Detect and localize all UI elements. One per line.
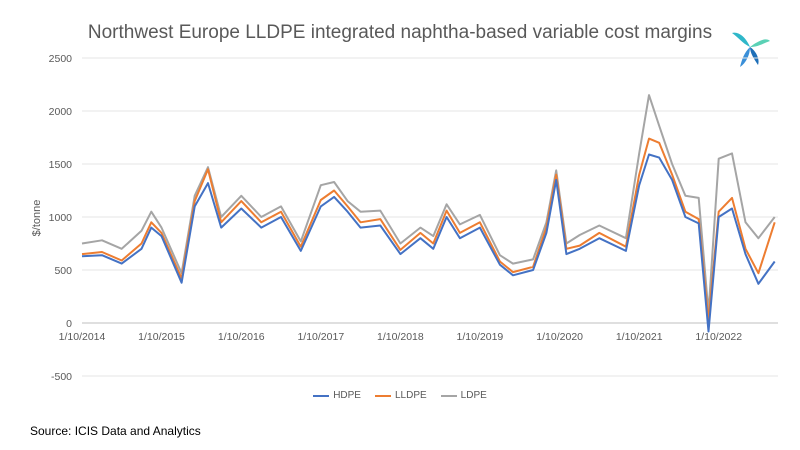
x-tick-label: 1/10/2014 (59, 331, 106, 343)
legend-item-lldpe: LLDPE (374, 390, 427, 401)
chart-title: Northwest Europe LLDPE integrated naphth… (87, 22, 713, 43)
x-tick-label: 1/10/2017 (297, 331, 344, 343)
legend: HDPE LLDPE LDPE (0, 390, 800, 401)
y-tick-label: 500 (54, 265, 72, 277)
y-tick-label: -500 (51, 371, 72, 383)
source-note: Source: ICIS Data and Analytics (30, 424, 201, 438)
x-tick-label: 1/10/2015 (138, 331, 185, 343)
series-line-hdpe (81, 153, 776, 333)
x-tick-label: 1/10/2016 (218, 331, 265, 343)
y-tick-label: 0 (66, 318, 72, 330)
y-tick-label: 1500 (49, 159, 73, 171)
series-lines (81, 94, 776, 333)
y-tick-label: 1000 (49, 212, 73, 224)
y-tick-labels: 2500 2000 1500 1000 500 0 -500 (49, 53, 73, 383)
x-tick-label: 1/10/2020 (536, 331, 583, 343)
y-axis-label: $/tonne (31, 200, 43, 237)
y-tick-label: 2500 (49, 53, 73, 65)
x-tick-label: 1/10/2022 (695, 331, 742, 343)
legend-swatch (440, 394, 457, 397)
brand-logo (732, 32, 770, 67)
grid-lines (82, 57, 778, 377)
series-line-lldpe (81, 137, 776, 322)
y-tick-label: 2000 (49, 106, 73, 118)
legend-label: LLDPE (394, 390, 427, 401)
series-line-ldpe (81, 94, 776, 314)
legend-label: LDPE (460, 390, 487, 401)
x-tick-label: 1/10/2021 (616, 331, 663, 343)
x-tick-label: 1/10/2019 (457, 331, 504, 343)
legend-swatch (374, 394, 391, 397)
x-tick-label: 1/10/2018 (377, 331, 424, 343)
legend-swatch (313, 394, 330, 397)
x-tick-labels: 1/10/2014 1/10/2015 1/10/2016 1/10/2017 1/10… (59, 331, 743, 343)
legend-label: HDPE (333, 390, 361, 401)
legend-item-ldpe: LDPE (440, 390, 487, 401)
legend-item-hdpe: HDPE (313, 390, 361, 401)
